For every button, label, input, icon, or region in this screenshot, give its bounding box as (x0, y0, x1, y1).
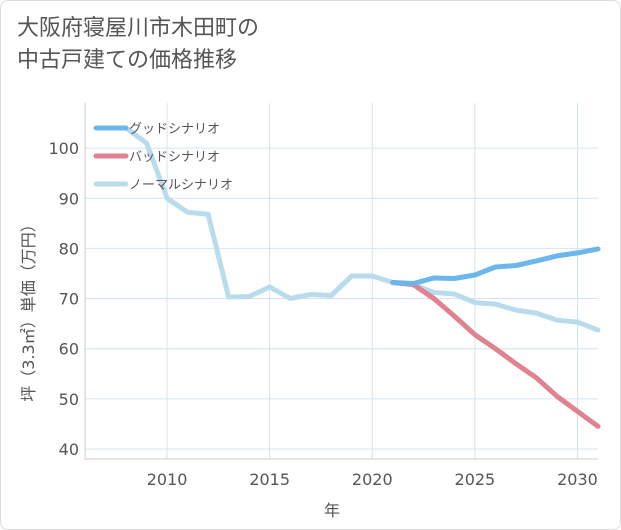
legend-label-0: グッドシナリオ (129, 122, 220, 137)
x-tick-label: 2025 (455, 470, 496, 489)
legend-label-1: バッドシナリオ (129, 150, 220, 165)
series-lines (123, 125, 601, 429)
series-line-2 (123, 125, 601, 333)
y-tick-label: 70 (59, 290, 79, 309)
x-tick-label: 2020 (352, 470, 393, 489)
chart-title-line-2: 中古戸建ての価格推移 (17, 48, 238, 73)
y-tick-label: 80 (59, 239, 79, 258)
y-tick-label: 40 (59, 440, 79, 459)
series-line-1 (390, 280, 601, 429)
x-tick-label: 2010 (147, 470, 188, 489)
x-tick-label: 2015 (249, 470, 290, 489)
legend-label-2: ノーマルシナリオ (129, 178, 233, 193)
y-tick-label: 90 (59, 189, 79, 208)
x-axis-label: 年 (323, 501, 341, 520)
y-tick-label: 100 (48, 139, 79, 158)
y-tick-label: 50 (59, 390, 79, 409)
chart-title: 大阪府寝屋川市木田町の 中古戸建ての価格推移 (17, 13, 577, 77)
chart-title-line-1: 大阪府寝屋川市木田町の (17, 16, 260, 41)
axes: 2010 2015 2020 2025 2030 40 50 60 70 80 90 100 (48, 103, 598, 489)
y-axis-label: 坪（3.3㎡）単価（万円） (19, 216, 38, 402)
grid (85, 103, 598, 459)
series-line-0 (390, 246, 601, 286)
x-tick-label: 2030 (557, 470, 598, 489)
y-tick-label: 60 (59, 340, 79, 359)
